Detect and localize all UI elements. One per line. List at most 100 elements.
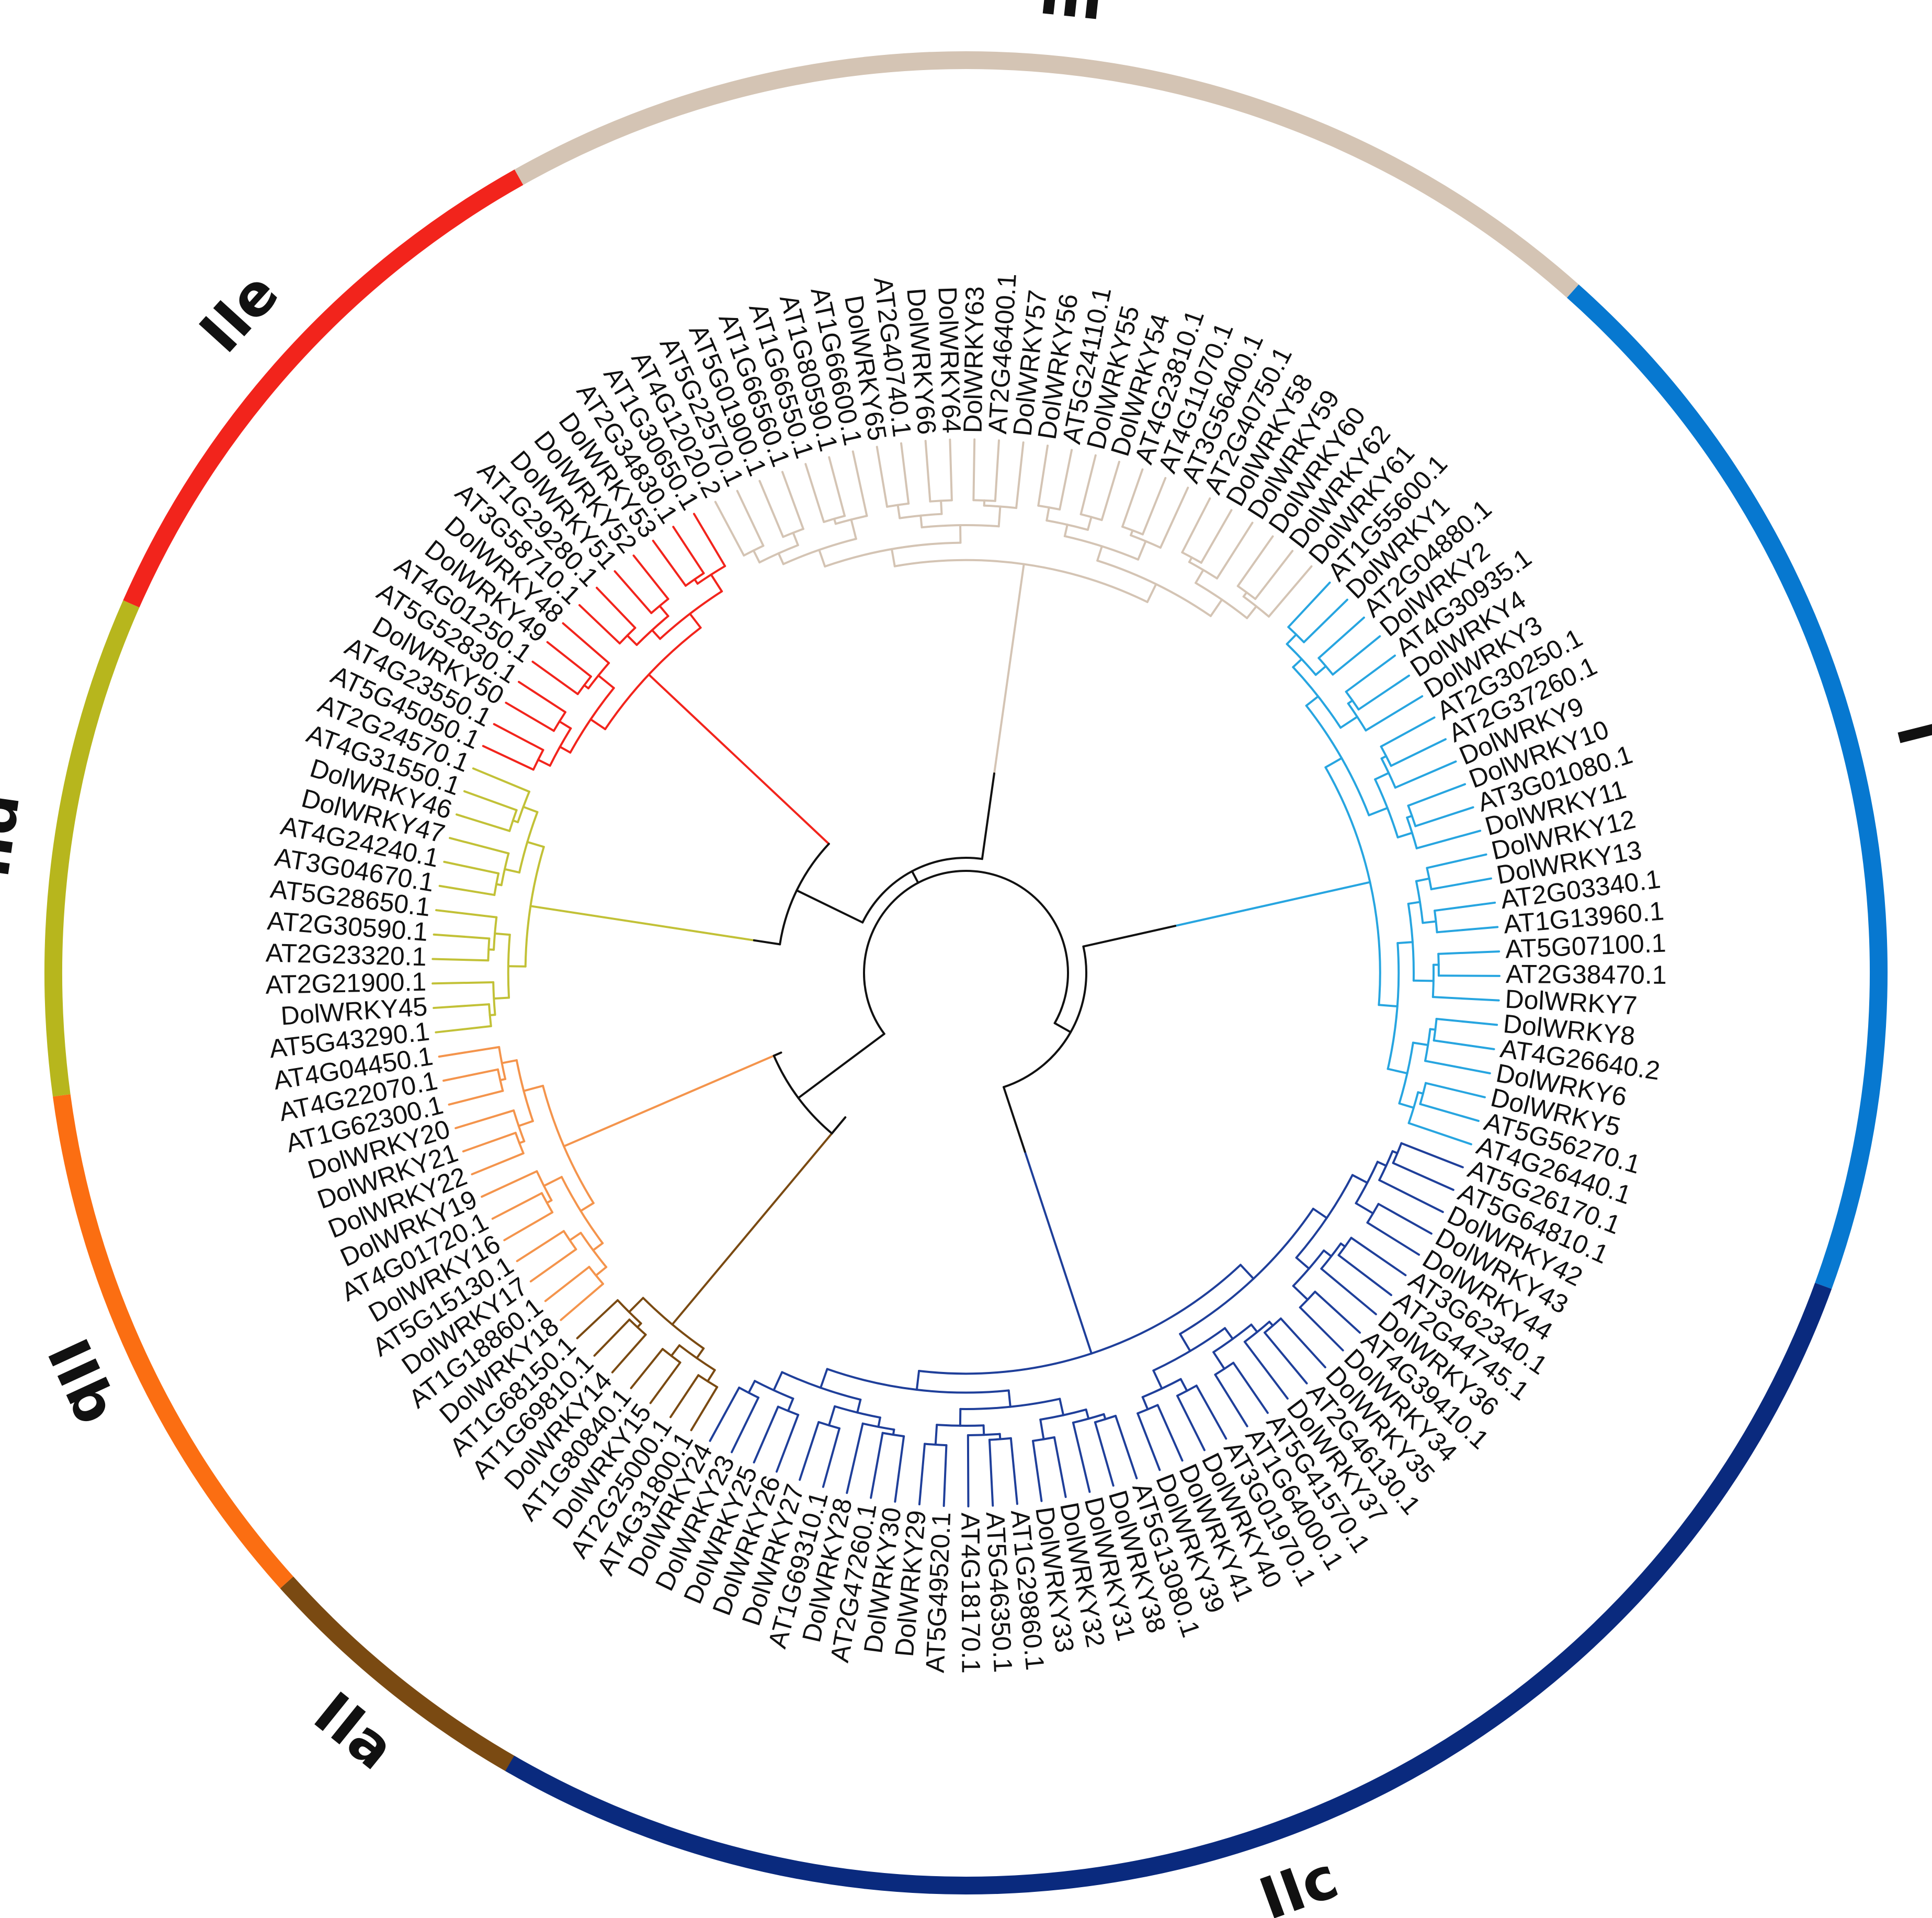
branch-arc — [514, 1131, 525, 1155]
backbone — [981, 772, 995, 860]
branch-arc — [635, 615, 669, 646]
branch-arc — [1063, 535, 1140, 561]
branch — [1412, 1041, 1429, 1046]
branch — [544, 1266, 590, 1302]
branch — [576, 1299, 619, 1340]
branch — [1392, 1162, 1454, 1191]
branch-arc — [743, 544, 765, 557]
branch — [850, 518, 857, 540]
branch-arc — [1188, 561, 1218, 580]
branch-arc — [924, 1443, 948, 1447]
branch-arc — [488, 1003, 492, 1027]
branch — [1267, 565, 1313, 618]
branch-arc — [540, 1192, 554, 1213]
branch-arc — [754, 1380, 794, 1400]
branch — [1292, 658, 1303, 668]
branch — [1407, 1122, 1472, 1145]
branch — [1303, 598, 1349, 643]
branch — [433, 933, 491, 940]
branch-arc — [1366, 1202, 1380, 1224]
branch — [1156, 1404, 1184, 1462]
branch-arc — [834, 1405, 881, 1419]
branch — [522, 805, 539, 813]
branch-arc — [1355, 1161, 1379, 1205]
leaf-label: AT4G18170.1 — [956, 1513, 985, 1674]
branch — [1396, 941, 1414, 945]
branch — [1357, 674, 1411, 711]
branch-arc — [1287, 626, 1305, 643]
branch — [818, 549, 826, 568]
leaf-labels: AT4G31800.1AT2G25000.1DolWRKY15AT1G80840… — [265, 273, 1667, 1674]
backbone-arc — [1003, 945, 1087, 1088]
branch — [1299, 1306, 1344, 1352]
branch-arc — [758, 544, 799, 564]
branch — [900, 442, 910, 505]
branch — [997, 505, 1002, 528]
branch — [870, 1432, 884, 1499]
branch-arc — [1141, 1378, 1182, 1399]
branch — [1137, 1412, 1161, 1471]
branch — [1179, 1378, 1188, 1392]
branch — [431, 958, 490, 962]
branch-arc — [1431, 963, 1435, 998]
branch — [481, 1170, 538, 1198]
branch — [820, 1368, 828, 1389]
branch — [1431, 996, 1500, 1002]
branch — [1100, 460, 1120, 521]
branch — [503, 1211, 554, 1242]
branch — [781, 471, 804, 530]
branch — [442, 1068, 499, 1082]
branch — [710, 573, 723, 593]
branch — [454, 1109, 515, 1129]
tree-branches — [431, 438, 1501, 1507]
branch — [531, 661, 579, 695]
branch-arc — [1181, 551, 1202, 564]
branch — [448, 1089, 504, 1106]
branch — [546, 641, 592, 678]
branch-arc — [1079, 513, 1103, 521]
group-label: I — [1883, 714, 1932, 752]
branch-arc — [826, 1368, 1010, 1394]
branch — [896, 504, 901, 519]
branch — [589, 718, 607, 731]
branch — [1314, 1290, 1361, 1334]
branch — [891, 548, 896, 568]
group-ring — [1566, 284, 1888, 1289]
branch-arc — [972, 499, 996, 502]
branch — [894, 1435, 905, 1503]
branch-arc — [1236, 585, 1257, 600]
branch — [1146, 583, 1157, 603]
branch-arc — [886, 502, 910, 508]
branch — [558, 720, 572, 730]
branch — [772, 1371, 783, 1391]
branch — [491, 1192, 543, 1220]
branch — [1312, 1207, 1328, 1219]
branch-arc — [1424, 1028, 1431, 1062]
branch-arc — [988, 1437, 1012, 1441]
branch-arc — [824, 541, 962, 568]
branch-arc — [536, 1170, 553, 1201]
branch — [1374, 771, 1390, 781]
branch-arc — [628, 1318, 647, 1336]
branch — [1305, 695, 1320, 707]
branch — [443, 860, 500, 875]
branch-arc — [1031, 1436, 1055, 1442]
branch-arc — [1045, 519, 1089, 531]
branch — [1324, 757, 1343, 769]
branch-arc — [579, 1232, 608, 1268]
branch — [1394, 760, 1457, 789]
branch — [1425, 1082, 1486, 1098]
branch-arc — [781, 1371, 862, 1401]
branch — [1209, 598, 1223, 617]
branch — [670, 1344, 681, 1357]
branch — [1366, 1221, 1420, 1256]
branch-arc — [1292, 1249, 1325, 1287]
branch-arc — [1039, 1408, 1087, 1421]
branch — [494, 932, 511, 936]
branch — [658, 605, 669, 617]
branch-arc — [1387, 942, 1400, 1070]
branch-arc — [684, 572, 705, 587]
branch — [1355, 1202, 1374, 1215]
branch — [1094, 1421, 1115, 1487]
leaf-label: AT2G21900.1 — [265, 967, 427, 1000]
